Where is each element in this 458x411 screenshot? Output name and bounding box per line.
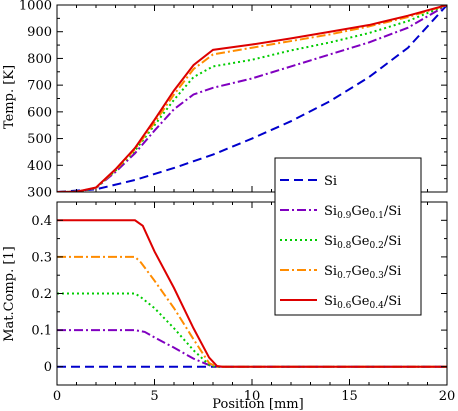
y-tick-label: 900 bbox=[27, 25, 52, 40]
series-line-1-3 bbox=[57, 255, 447, 368]
series-line-1-2 bbox=[57, 292, 447, 368]
x-tick-label: 5 bbox=[150, 389, 158, 404]
y-tick-label: 300 bbox=[27, 186, 52, 201]
y-tick-label: 600 bbox=[27, 105, 52, 120]
x-tick-label: 10 bbox=[244, 389, 261, 404]
top-y-axis-label: Temp. [K] bbox=[2, 65, 17, 129]
y-tick-label: 400 bbox=[27, 159, 52, 174]
series-line-0-3 bbox=[57, 5, 447, 192]
y-tick-label: 0.4 bbox=[31, 214, 52, 229]
x-tick-label: 20 bbox=[439, 389, 456, 404]
legend-label: Si0.7Ge0.3/Si bbox=[324, 264, 401, 281]
series-line-0-4 bbox=[57, 5, 447, 192]
y-tick-label: 0.2 bbox=[31, 287, 52, 302]
y-tick-label: 1000 bbox=[19, 0, 52, 14]
x-tick-label: 15 bbox=[341, 389, 358, 404]
series-line-1-4 bbox=[57, 219, 447, 368]
x-tick-label: 0 bbox=[53, 389, 61, 404]
y-tick-label: 0.1 bbox=[31, 324, 52, 339]
legend-label: Si0.6Ge0.4/Si bbox=[324, 294, 401, 311]
series-line-0-2 bbox=[57, 5, 447, 192]
legend-label: Si0.8Ge0.2/Si bbox=[324, 234, 401, 251]
y-tick-label: 0 bbox=[44, 360, 52, 375]
x-axis-label: Position [mm] bbox=[212, 397, 303, 411]
series-line-1-1 bbox=[57, 329, 447, 368]
legend-box bbox=[274, 157, 422, 316]
y-tick-label: 800 bbox=[27, 52, 52, 67]
legend-label: Si bbox=[324, 174, 337, 189]
series-line-0-0 bbox=[57, 5, 447, 192]
legend: Si Si0.9Ge0.1/Si Si0.8Ge0.2/Si Si0.7Ge0.3/S… bbox=[274, 157, 422, 316]
temperature-panel: 300 400 500 600 700 800 900 1000 bbox=[19, 0, 448, 201]
legend-label: Si0.9Ge0.1/Si bbox=[324, 204, 401, 221]
y-tick-label: 500 bbox=[27, 132, 52, 147]
composition-panel: 0 5 10 15 20 0 0.1 0.2 0.3 0.4 bbox=[31, 201, 456, 404]
bottom-y-axis-label: Mat.Comp. [1] bbox=[2, 246, 17, 342]
y-tick-label: 700 bbox=[27, 79, 52, 94]
y-tick-label: 0.3 bbox=[31, 250, 52, 265]
